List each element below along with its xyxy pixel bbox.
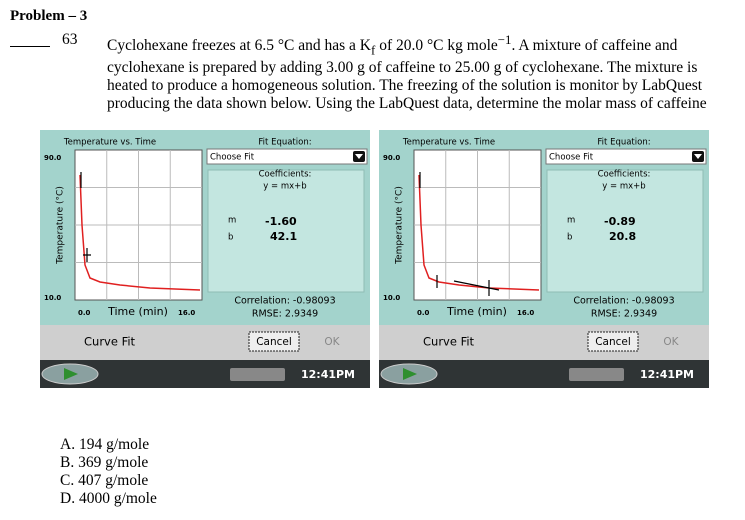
mode: Curve Fit [423,335,475,349]
mode: Curve Fit [84,335,136,349]
button-bar [40,325,370,360]
coefficients-box [207,169,365,293]
question-part: of 20.0 °C kg mole [375,37,498,55]
x-min: 0.0 [78,309,91,317]
dropdown-arrow [355,154,363,159]
problem-number: 63 [62,31,78,48]
x-min: 0.0 [417,309,430,317]
cancel: Cancel [256,336,292,348]
cancel-button[interactable] [587,331,639,352]
x-axis-label: Time (min) [107,305,168,318]
equation: y = mx+b [263,182,306,192]
correlation: Correlation: -0.98093 [573,296,674,307]
option[interactable]: D. 4000 g/mole [60,490,157,507]
m-value: -1.60 [265,215,297,228]
option[interactable]: A. 194 g/mole [60,436,150,453]
question-text: Cyclohexane freezes at 6.5 °C and has a … [107,31,732,113]
y-axis-label: Temperature (°C) [395,186,405,265]
y-axis-label: Temperature (°C) [56,186,66,265]
subscript: f [371,42,376,58]
graph-title: Temperature vs. Time [63,138,156,148]
fit-label: Fit Equation: [258,138,311,148]
b-label: b [567,233,572,243]
question-part: Cyclohexane freezes at 6.5 °C and has a … [107,37,371,55]
fit-choice: Choose Fit [549,153,594,163]
b-label: b [228,233,233,243]
rmse: RMSE: 2.9349 [591,309,657,320]
correlation: Correlation: -0.98093 [234,296,335,307]
dropdown-arrow [694,154,702,159]
dropdown [545,148,707,165]
b-value: 42.1 [270,230,297,243]
question-part: . A mixture of caffeine and cyclohexane … [107,37,707,113]
x-max: 16.0 [178,309,195,317]
button-bar [379,325,709,360]
ok: OK [663,336,679,348]
play-icon [64,368,78,380]
status-icons [569,368,624,381]
fit-choice: Choose Fit [210,153,255,163]
coefficients-box [546,169,704,293]
status-icons [230,368,285,381]
equation: y = mx+b [602,182,645,192]
cancel: Cancel [595,336,631,348]
data-curve [79,174,201,291]
y-max: 90.0 [383,154,400,162]
ok: OK [324,336,340,348]
fit-line [80,172,91,262]
dropdown [206,148,368,165]
x-axis-label: Time (min) [446,305,507,318]
labquest-screen: Temperature vs. Time Temperature (°C) 90.0… [379,130,709,388]
fit-label: Fit Equation: [597,138,650,148]
labquest-screen: Temperature vs. Time Temperature (°C) 90.0… [40,130,370,388]
superscript: −1 [497,32,512,47]
play-icon [403,368,417,380]
coefficients-label: Coefficients: [598,170,651,180]
m-label: m [567,216,575,226]
b-value: 20.8 [609,230,636,243]
clock: 12:41PM [301,368,355,381]
fit-line [419,172,500,296]
x-max: 16.0 [517,309,534,317]
clock: 12:41PM [640,368,694,381]
y-max: 90.0 [44,154,61,162]
option[interactable]: B. 369 g/mole [60,454,149,471]
y-min: 10.0 [383,294,400,302]
option[interactable]: C. 407 g/mole [60,472,149,489]
rmse: RMSE: 2.9349 [252,309,318,320]
answer-blank [10,46,50,47]
y-min: 10.0 [44,294,61,302]
m-label: m [228,216,236,226]
cancel-button[interactable] [248,331,300,352]
problem-title: Problem – 3 [10,8,88,24]
graph-title: Temperature vs. Time [402,138,495,148]
coefficients-label: Coefficients: [259,170,312,180]
m-value: -0.89 [604,215,636,228]
